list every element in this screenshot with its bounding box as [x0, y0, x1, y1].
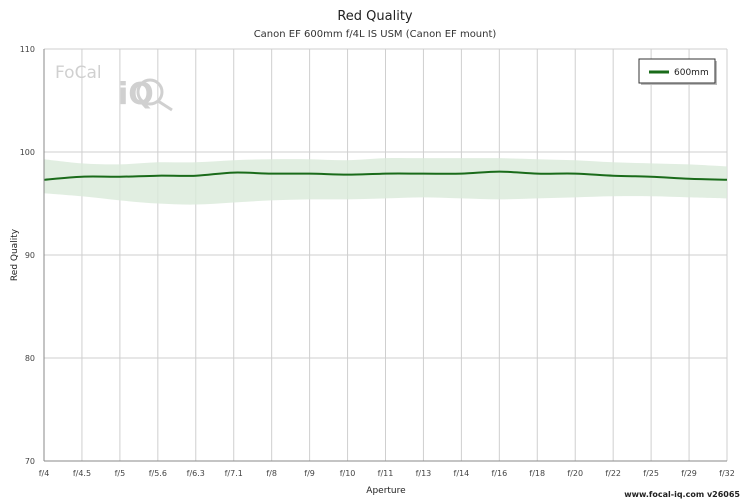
- chart-title: Red Quality: [337, 9, 413, 24]
- axes: f/4 f/4.5 f/5 f/5.6 f/6.3 f/7.1 f/8 f/9 f/10 f/11…: [20, 45, 735, 478]
- x-tick-label: f/8: [266, 469, 277, 478]
- x-tick-label: f/25: [643, 469, 659, 478]
- y-tick-label: 80: [25, 354, 35, 363]
- magnifier-handle: [157, 99, 173, 112]
- x-tick-label: f/4.5: [73, 469, 91, 478]
- quality-band: [44, 158, 727, 205]
- x-tick-label: f/11: [378, 469, 394, 478]
- credit-text: www.focal-iq.com v26065: [624, 490, 740, 499]
- x-tick-label: f/10: [340, 469, 356, 478]
- focal-iq-logo: FoCal iQ: [55, 63, 173, 112]
- x-tick-label: f/9: [304, 469, 315, 478]
- legend: 600mm: [638, 58, 717, 85]
- x-tick-label: f/5.6: [149, 469, 167, 478]
- x-tick-label: f/29: [681, 469, 697, 478]
- x-tick-label: f/32: [719, 469, 735, 478]
- series-line-600mm: [43, 170, 728, 181]
- x-tick-label: f/13: [416, 469, 432, 478]
- legend-entry-600mm: 600mm: [674, 68, 709, 78]
- series-lines: [43, 170, 728, 181]
- x-tick-label: f/14: [454, 469, 470, 478]
- grid: [43, 48, 728, 462]
- y-tick-label: 100: [20, 148, 35, 157]
- magnifier-icon: [136, 78, 164, 106]
- quality-range-band: [44, 158, 727, 205]
- y-tick-label: 70: [25, 457, 35, 466]
- y-tick-label: 90: [25, 251, 35, 260]
- y-axis-label: Red Quality: [10, 228, 20, 281]
- x-axis-label: Aperture: [366, 486, 406, 496]
- chart-subtitle: Canon EF 600mm f/4L IS USM (Canon EF mou…: [254, 29, 497, 40]
- x-tick-label: f/6.3: [187, 469, 205, 478]
- x-tick-label: f/5: [115, 469, 126, 478]
- x-tick-label: f/4: [39, 469, 50, 478]
- x-tick-label: f/20: [567, 469, 583, 478]
- x-tick-label: f/18: [529, 469, 545, 478]
- logo-focal-text: FoCal: [55, 63, 102, 83]
- y-tick-label: 110: [20, 45, 35, 54]
- x-tick-label: f/16: [491, 469, 507, 478]
- x-tick-label: f/7.1: [225, 469, 243, 478]
- x-tick-label: f/22: [605, 469, 621, 478]
- logo-iq-text: iQ: [118, 77, 154, 112]
